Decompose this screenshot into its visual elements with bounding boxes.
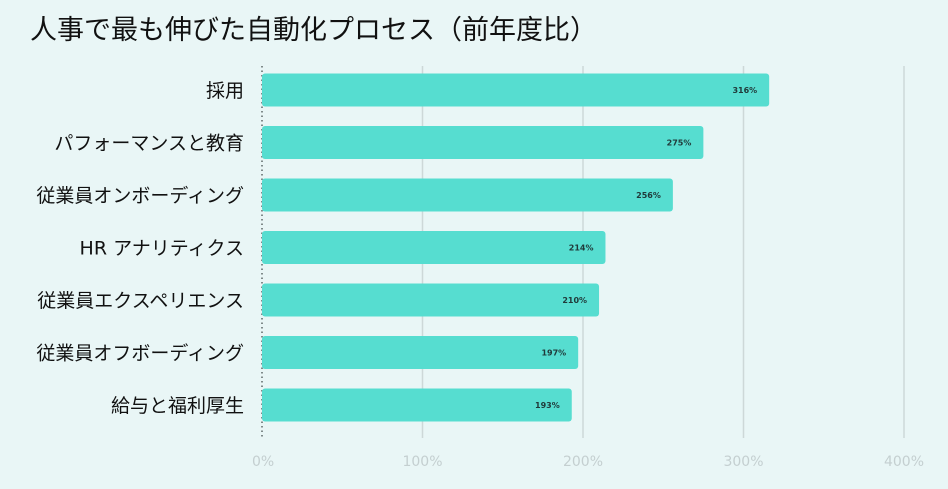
category-label-4: 従業員エクスペリエンス: [37, 290, 244, 312]
category-label-0: 採用: [206, 80, 244, 102]
data-label-0: 316%: [732, 86, 757, 95]
x-tick-label-0: 0%: [252, 454, 274, 470]
data-label-5: 197%: [541, 349, 566, 358]
bar-4: [262, 283, 600, 317]
category-label-3: HR アナリティクス: [80, 238, 244, 260]
bar-6: [262, 388, 572, 422]
category-label-5: 従業員オフボーディング: [36, 343, 244, 365]
bar-1: [262, 126, 704, 159]
data-label-4: 210%: [562, 296, 587, 305]
bar-3: [262, 231, 606, 264]
x-tick-label-400: 400%: [884, 454, 924, 470]
bar-0: [262, 73, 770, 107]
x-tick-label-200: 200%: [563, 454, 603, 470]
x-tick-label-100: 100%: [402, 454, 442, 470]
bar-5: [262, 336, 579, 369]
data-label-2: 256%: [636, 191, 661, 200]
x-tick-label-300: 300%: [723, 454, 763, 470]
category-label-2: 従業員オンボーディング: [36, 185, 244, 207]
data-label-6: 193%: [535, 401, 560, 410]
category-label-1: パフォーマンスと教育: [54, 133, 244, 155]
bar-2: [262, 178, 673, 212]
data-label-1: 275%: [667, 139, 692, 148]
chart-title: 人事で最も伸びた自動化プロセス（前年度比）: [30, 15, 597, 46]
data-label-3: 214%: [569, 244, 594, 253]
category-label-6: 給与と福利厚生: [111, 395, 244, 417]
